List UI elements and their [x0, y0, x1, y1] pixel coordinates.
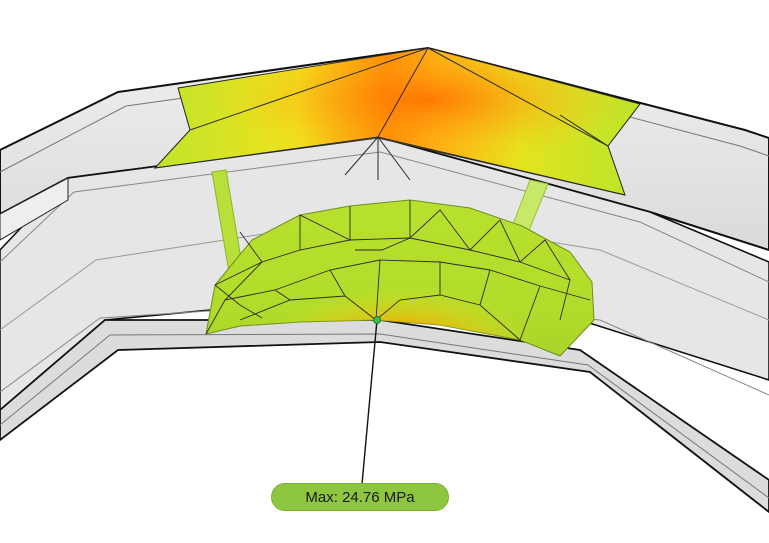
max-stress-point[interactable]	[373, 316, 381, 324]
top-stress-patch	[153, 47, 641, 196]
bottom-shell-edge	[0, 333, 769, 499]
left-shell-strip	[0, 177, 69, 241]
lower-stress-patch	[205, 199, 595, 357]
max-stress-leader-line	[361, 319, 378, 485]
inner-shell-edge-a	[0, 151, 769, 283]
max-stress-label[interactable]: Max: 24.76 MPa	[271, 483, 449, 511]
